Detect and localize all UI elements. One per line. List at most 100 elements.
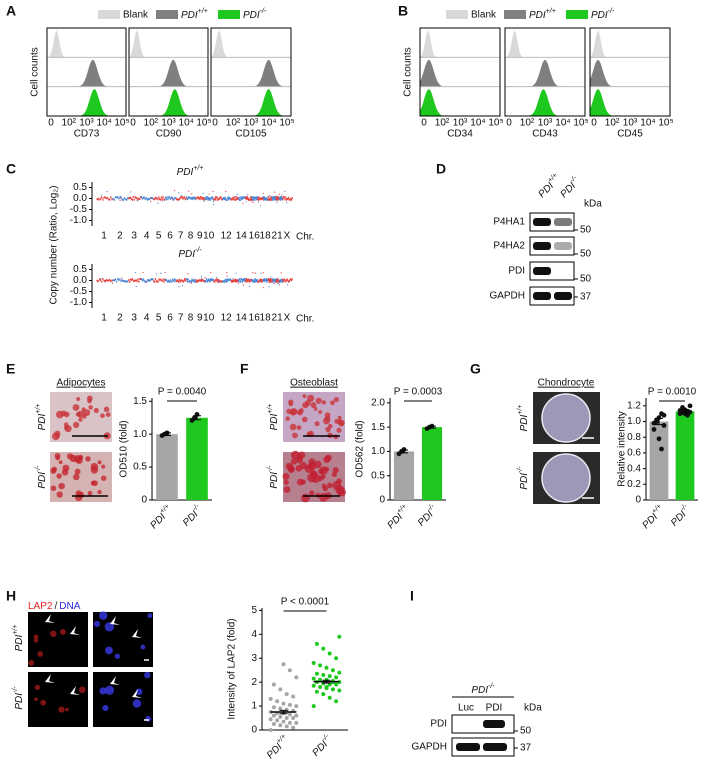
copy-number-dots — [96, 196, 113, 201]
blot-frame — [529, 236, 575, 256]
legend-label: PDI-/- — [591, 8, 615, 21]
stain-label: DNA — [59, 601, 80, 612]
copy-number-dots — [175, 196, 187, 201]
micrograph-feature — [290, 458, 298, 465]
bar — [186, 417, 208, 500]
y-axis-label: Cell counts — [30, 47, 41, 96]
plot-title: PDI-/- — [178, 247, 202, 260]
x-tick-label: 10 — [203, 313, 215, 324]
x-tick-label: 16 — [249, 313, 261, 324]
mw-marker: 50 — [580, 249, 592, 260]
x-tick-label: 3 — [131, 231, 137, 242]
gene-name: PDI — [14, 693, 25, 710]
x-tick-label: 8 — [188, 231, 194, 242]
micrograph-feature — [65, 707, 69, 712]
data-point — [284, 692, 289, 697]
y-axis-label: Relative intensity — [617, 411, 628, 487]
y-tick-label: -0.5 — [70, 286, 88, 297]
blot-band — [483, 743, 507, 751]
x-tick-label: 7 — [178, 313, 184, 324]
marker-label: CD73 — [74, 129, 100, 140]
plot-frame — [210, 27, 292, 117]
marker-label: CD43 — [532, 129, 558, 140]
x-tick-label: 10³ — [244, 118, 259, 129]
row-label: PDI — [508, 266, 525, 277]
legend-label: Blank — [471, 10, 497, 21]
plot-frame — [589, 27, 671, 117]
micrograph-feature — [301, 493, 310, 503]
data-point — [687, 403, 693, 409]
x-tick-label: 10⁵ — [573, 118, 588, 129]
micrograph-feature — [315, 397, 322, 404]
micrograph-feature — [58, 482, 65, 490]
gene-name: PDI — [37, 414, 48, 431]
outlier-dot — [150, 197, 152, 199]
x-tick-label: 0 — [130, 118, 136, 129]
genotype-sup: -/- — [608, 8, 615, 15]
micrograph-feature — [288, 402, 293, 407]
error-bar — [681, 409, 689, 414]
genotype-sup: +/+ — [198, 8, 208, 15]
error-bar — [655, 417, 663, 426]
copy-number-dots — [175, 278, 187, 283]
x-axis-label: Chr. — [296, 232, 314, 243]
lane-label: PDI+/+ — [535, 172, 563, 200]
micrograph-feature — [320, 473, 326, 480]
data-point — [324, 684, 329, 689]
y-tick-label: 2.0 — [371, 397, 385, 408]
y-tick-label: 1.5 — [371, 422, 385, 433]
data-point — [337, 670, 342, 675]
x-tick-label: 10⁴ — [97, 118, 112, 129]
micrograph-feature — [62, 464, 70, 472]
micrograph-feature — [298, 451, 306, 459]
data-point — [651, 426, 657, 432]
outlier-dot — [260, 272, 262, 274]
error-bar — [279, 709, 288, 715]
row-genotype-label: PDI-/- — [517, 466, 530, 490]
outlier-dot — [257, 201, 260, 203]
bar — [649, 421, 669, 500]
micrograph — [28, 672, 88, 727]
plot-frame — [419, 27, 501, 117]
x-tick-label: PDI+/+ — [639, 503, 667, 531]
micrograph-feature — [72, 404, 80, 411]
histogram — [211, 30, 291, 58]
data-point — [661, 412, 667, 418]
data-point — [287, 712, 292, 717]
y-axis-label: OD510 (fold) — [119, 420, 130, 477]
histogram — [505, 30, 585, 58]
micrograph-feature — [325, 454, 332, 462]
outlier-dot — [134, 272, 137, 274]
x-tick-label: 0 — [506, 118, 512, 129]
outlier-dot — [203, 200, 205, 202]
x-tick-label: 7 — [178, 231, 184, 242]
mw-marker: 37 — [520, 743, 532, 754]
micrograph-feature — [56, 491, 63, 498]
y-tick-label: 0.5 — [73, 264, 87, 275]
copy-number-dots — [153, 196, 166, 201]
y-tick-label: 4 — [251, 629, 257, 640]
outlier-dot — [204, 276, 206, 279]
genotype-sup: +/+ — [267, 404, 274, 414]
micrograph-feature — [105, 646, 113, 655]
micrograph-feature — [58, 460, 63, 465]
outlier-dot — [142, 271, 144, 274]
image-title: Chondrocyte — [538, 378, 595, 389]
lane-label: PDI — [486, 703, 503, 714]
outlier-dot — [281, 194, 283, 196]
x-tick-label: 10² — [605, 118, 620, 129]
micrograph — [28, 612, 88, 667]
copy-number-dots — [278, 278, 283, 283]
micrograph-feature — [289, 466, 295, 473]
blot-band — [533, 218, 551, 226]
genotype-sup: -/- — [426, 502, 436, 512]
bar — [393, 451, 415, 500]
outlier-dot — [275, 195, 277, 197]
panel-label: C — [6, 161, 16, 177]
genotype-sup: -/- — [260, 8, 267, 15]
x-tick-label: 10⁵ — [488, 118, 503, 129]
micrograph-feature — [315, 492, 321, 498]
bar — [421, 427, 443, 500]
y-tick-label: 1.0 — [627, 416, 641, 427]
x-tick-label: 5 — [156, 313, 162, 324]
